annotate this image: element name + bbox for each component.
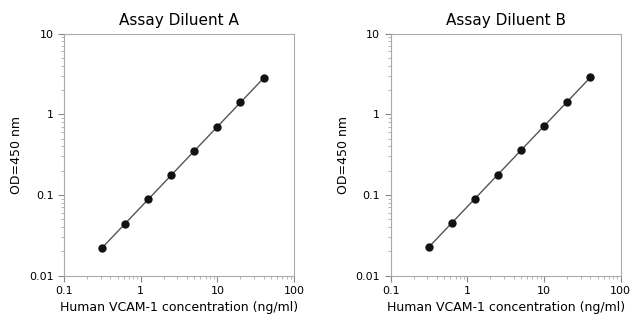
Title: Assay Diluent A: Assay Diluent A — [119, 13, 239, 28]
X-axis label: Human VCAM-1 concentration (ng/ml): Human VCAM-1 concentration (ng/ml) — [60, 301, 298, 314]
Y-axis label: OD=450 nm: OD=450 nm — [337, 116, 350, 194]
Title: Assay Diluent B: Assay Diluent B — [445, 13, 566, 28]
Y-axis label: OD=450 nm: OD=450 nm — [10, 116, 24, 194]
X-axis label: Human VCAM-1 concentration (ng/ml): Human VCAM-1 concentration (ng/ml) — [387, 301, 625, 314]
